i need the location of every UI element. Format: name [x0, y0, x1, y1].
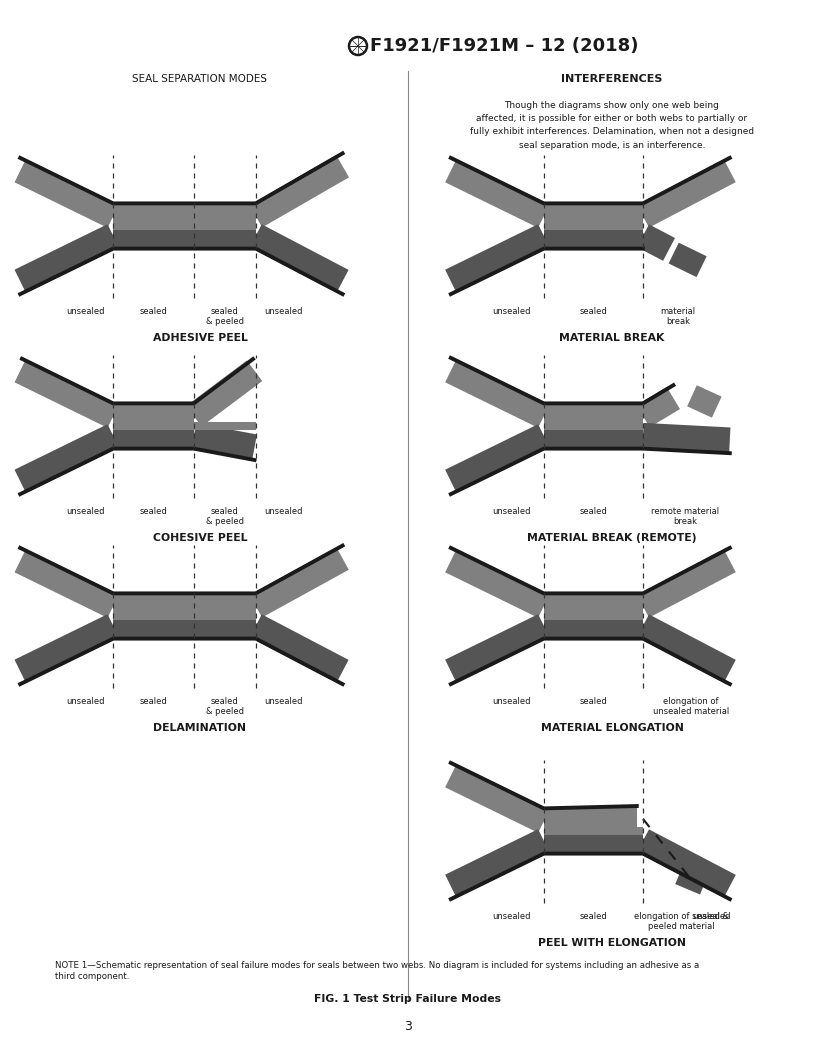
Text: MATERIAL BREAK: MATERIAL BREAK: [559, 333, 665, 342]
Polygon shape: [543, 593, 643, 619]
Polygon shape: [250, 155, 349, 227]
Text: unsealed: unsealed: [264, 306, 303, 316]
Text: remote material
break: remote material break: [651, 507, 719, 526]
Polygon shape: [186, 360, 262, 427]
Polygon shape: [250, 615, 348, 682]
Bar: [543, 422, 643, 429]
Polygon shape: [446, 765, 549, 833]
Text: PEEL WITH ELONGATION: PEEL WITH ELONGATION: [538, 938, 686, 947]
Text: sealed: sealed: [579, 306, 607, 316]
Text: 3: 3: [404, 1019, 412, 1033]
Text: sealed
& peeled: sealed & peeled: [206, 306, 244, 326]
Text: unsealed: unsealed: [493, 507, 531, 515]
Text: MATERIAL ELONGATION: MATERIAL ELONGATION: [540, 722, 684, 733]
Polygon shape: [543, 828, 643, 853]
Polygon shape: [446, 159, 549, 228]
Polygon shape: [543, 223, 643, 248]
Bar: [113, 222, 255, 230]
Polygon shape: [687, 385, 721, 418]
Polygon shape: [192, 423, 257, 459]
Polygon shape: [637, 159, 736, 228]
Text: third component.: third component.: [55, 972, 130, 981]
Polygon shape: [113, 612, 255, 639]
Bar: [543, 223, 643, 229]
Polygon shape: [446, 829, 549, 898]
Text: unsealed: unsealed: [264, 697, 303, 705]
Polygon shape: [15, 425, 119, 493]
Text: material
break: material break: [660, 306, 695, 326]
Polygon shape: [543, 422, 643, 449]
Polygon shape: [113, 223, 255, 248]
Polygon shape: [446, 615, 549, 683]
Text: unsealed: unsealed: [493, 697, 531, 705]
Polygon shape: [636, 386, 680, 428]
Text: unsealed: unsealed: [692, 911, 730, 921]
Polygon shape: [15, 224, 119, 293]
Polygon shape: [113, 204, 255, 229]
Text: unsealed: unsealed: [66, 306, 104, 316]
Polygon shape: [113, 403, 194, 429]
Polygon shape: [113, 593, 255, 619]
Polygon shape: [543, 809, 636, 834]
Text: ADHESIVE PEEL: ADHESIVE PEEL: [153, 333, 247, 342]
Text: unsealed: unsealed: [493, 306, 531, 316]
Bar: [113, 223, 255, 229]
Text: sealed: sealed: [579, 507, 607, 515]
Bar: [543, 612, 643, 620]
Polygon shape: [15, 159, 119, 228]
Text: SEAL SEPARATION MODES: SEAL SEPARATION MODES: [132, 74, 268, 84]
Polygon shape: [543, 612, 643, 639]
Text: INTERFERENCES: INTERFERENCES: [561, 74, 663, 84]
Polygon shape: [675, 861, 710, 894]
Text: unsealed: unsealed: [66, 697, 104, 705]
Polygon shape: [15, 615, 119, 683]
Text: sealed: sealed: [579, 697, 607, 705]
Text: F1921/F1921M – 12 (2018): F1921/F1921M – 12 (2018): [370, 37, 638, 55]
Polygon shape: [543, 204, 643, 229]
Polygon shape: [113, 422, 194, 449]
Text: sealed
& peeled: sealed & peeled: [206, 697, 244, 716]
Text: sealed: sealed: [140, 697, 167, 705]
Polygon shape: [637, 615, 736, 682]
Text: sealed
& peeled: sealed & peeled: [206, 507, 244, 526]
Polygon shape: [668, 243, 707, 277]
Text: FIG. 1 Test Strip Failure Modes: FIG. 1 Test Strip Failure Modes: [314, 994, 502, 1004]
Polygon shape: [637, 829, 736, 898]
Text: unsealed: unsealed: [264, 507, 303, 515]
Text: sealed: sealed: [140, 306, 167, 316]
Polygon shape: [642, 422, 730, 453]
Text: sealed: sealed: [579, 911, 607, 921]
Polygon shape: [250, 224, 348, 293]
Bar: [113, 422, 255, 429]
Polygon shape: [446, 359, 549, 428]
Bar: [113, 612, 255, 619]
Text: elongation of sealed &
peeled material: elongation of sealed & peeled material: [633, 911, 729, 931]
Text: Though the diagrams show only one web being
affected, it is possible for either : Though the diagrams show only one web be…: [470, 101, 754, 150]
Bar: [113, 612, 255, 620]
Text: unsealed: unsealed: [493, 911, 531, 921]
Bar: [543, 828, 643, 834]
Text: MATERIAL BREAK (REMOTE): MATERIAL BREAK (REMOTE): [527, 532, 697, 543]
Polygon shape: [637, 549, 736, 618]
Text: COHESIVE PEEL: COHESIVE PEEL: [153, 532, 247, 543]
Text: DELAMINATION: DELAMINATION: [153, 722, 246, 733]
Polygon shape: [543, 403, 643, 429]
Polygon shape: [637, 224, 675, 261]
Polygon shape: [446, 549, 549, 618]
Polygon shape: [446, 425, 549, 493]
Bar: [113, 422, 255, 430]
Polygon shape: [446, 224, 549, 293]
Text: unsealed: unsealed: [66, 507, 104, 515]
Bar: [543, 827, 643, 835]
Text: sealed: sealed: [140, 507, 167, 515]
Polygon shape: [250, 547, 348, 618]
Bar: [543, 222, 643, 230]
Polygon shape: [15, 359, 119, 428]
Text: NOTE 1—Schematic representation of seal failure modes for seals between two webs: NOTE 1—Schematic representation of seal …: [55, 961, 699, 970]
Bar: [543, 422, 643, 430]
Text: elongation of
unsealed material: elongation of unsealed material: [653, 697, 730, 716]
Polygon shape: [15, 549, 119, 618]
Bar: [543, 612, 643, 619]
